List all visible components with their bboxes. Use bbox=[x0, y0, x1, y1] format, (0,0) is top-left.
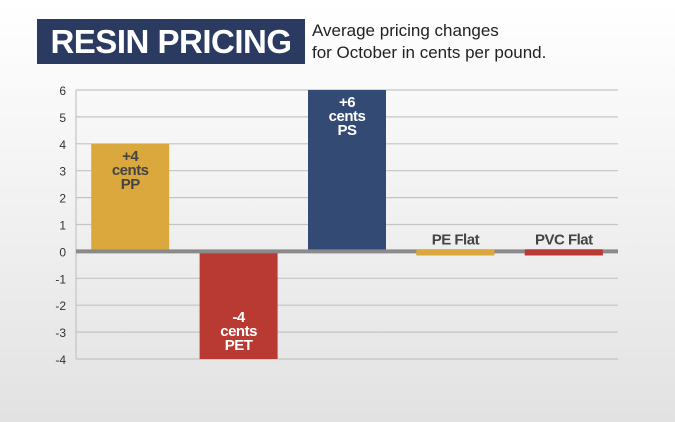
y-tick-label: 4 bbox=[59, 138, 66, 152]
data-label: -4 bbox=[232, 309, 245, 326]
data-label: cents bbox=[220, 323, 257, 340]
data-label: cents bbox=[329, 108, 366, 125]
data-label: +4 bbox=[122, 148, 139, 165]
y-tick-label: 1 bbox=[59, 219, 66, 233]
y-tick-label: -3 bbox=[55, 326, 66, 340]
bar-pet bbox=[199, 251, 278, 359]
y-tick-label: -2 bbox=[55, 299, 66, 313]
y-tick-label: -4 bbox=[55, 353, 66, 367]
y-tick-label: 6 bbox=[59, 84, 66, 98]
y-tick-label: 3 bbox=[59, 165, 66, 179]
data-label: PVC Flat bbox=[535, 231, 593, 248]
data-label: cents bbox=[112, 162, 149, 179]
y-tick-label: 5 bbox=[59, 111, 66, 125]
data-label: PE Flat bbox=[432, 231, 480, 248]
bar-flat-pe bbox=[416, 249, 495, 256]
bar-flat-pvc bbox=[524, 249, 603, 256]
data-label: PS bbox=[337, 122, 357, 139]
subtitle-line-1: Average pricing changes bbox=[312, 21, 499, 40]
subtitle-line-2: for October in cents per pound. bbox=[312, 43, 547, 62]
y-tick-label: 0 bbox=[59, 245, 66, 259]
y-tick-label: 2 bbox=[59, 192, 66, 206]
y-tick-label: -1 bbox=[55, 272, 66, 286]
data-label: PP bbox=[121, 176, 141, 193]
data-label: +6 bbox=[339, 94, 355, 111]
chart-title: RESIN PRICING bbox=[37, 19, 305, 64]
bar-ps bbox=[308, 90, 386, 252]
data-label: PET bbox=[225, 337, 253, 354]
chart-subtitle: Average pricing changes for October in c… bbox=[312, 20, 546, 64]
bar-pp bbox=[91, 143, 170, 252]
